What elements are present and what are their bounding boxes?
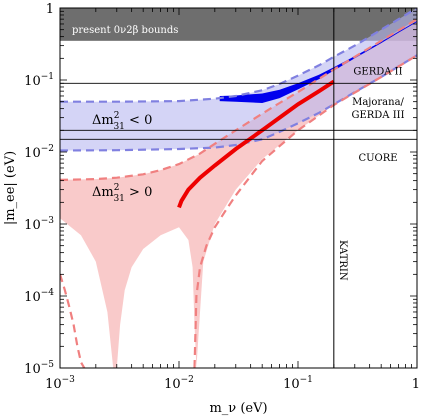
y-tick-label: 10−4 <box>24 288 54 305</box>
x-tick-label: 10−3 <box>45 375 75 392</box>
plot-frame <box>59 7 418 369</box>
x-tick-label: 10−1 <box>283 375 313 392</box>
normal-annotation: Δm2 31 > 0 <box>92 183 152 204</box>
bounds-label: present 0ν2β bounds <box>72 25 178 36</box>
experiment-label-2: CUORE <box>358 153 397 164</box>
inverted-annotation: Δm2 31 < 0 <box>92 111 152 132</box>
series-inverted-upper-dashed <box>60 8 417 103</box>
bounds-region <box>60 8 417 41</box>
y-tick-label: 10−3 <box>24 216 54 233</box>
series-normal-lower-dashed-left <box>60 273 86 368</box>
katrin-label: KATRIN <box>337 240 348 281</box>
y-tick-label: 10−1 <box>24 72 54 89</box>
inverted-hierarchy-band <box>60 8 417 151</box>
series-normal-upper-dashed <box>60 18 417 181</box>
series-normal-lower-dashed-right <box>193 54 417 368</box>
y-tick-label: 10−5 <box>24 360 54 377</box>
y-tick-label: 10−2 <box>24 144 54 161</box>
series-normal-best-fit <box>177 79 335 209</box>
x-tick-label: 1 <box>412 377 420 392</box>
y-axis-label: |m_ee| (eV) <box>3 151 18 225</box>
x-tick-label: 10−2 <box>164 375 194 392</box>
x-axis-label: m_ν (eV) <box>209 401 267 416</box>
experiment-label-1: Majorana/GERDA III <box>351 97 404 121</box>
y-tick-label: 1 <box>46 2 54 17</box>
experiment-label-0: GERDA II <box>353 66 402 77</box>
